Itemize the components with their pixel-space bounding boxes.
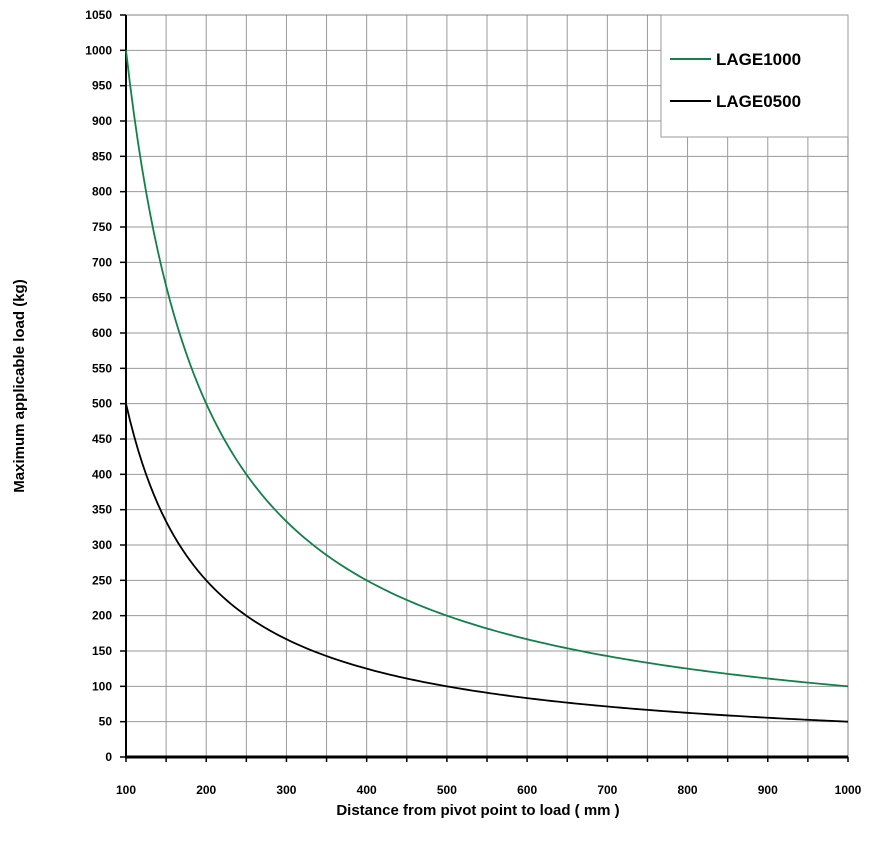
axes xyxy=(120,14,849,762)
x-tick-label: 200 xyxy=(196,783,216,797)
y-tick-label: 350 xyxy=(92,503,112,517)
y-tick-label: 650 xyxy=(92,291,112,305)
x-tick-label: 300 xyxy=(276,783,296,797)
legend-label: LAGE1000 xyxy=(716,50,801,69)
y-tick-label: 400 xyxy=(92,467,112,481)
y-tick-label: 50 xyxy=(99,715,113,729)
y-tick-label: 200 xyxy=(92,609,112,623)
y-axis-title: Maximum applicable load (kg) xyxy=(11,279,28,492)
y-tick-label: 300 xyxy=(92,538,112,552)
y-tick-label: 850 xyxy=(92,149,112,163)
y-tick-label: 800 xyxy=(92,185,112,199)
y-tick-labels: 0 50 100 150 200 250 300 350 400 450 500 550 600 650 7… xyxy=(85,8,112,764)
x-tick-label: 800 xyxy=(678,783,698,797)
x-tick-label: 600 xyxy=(517,783,537,797)
series-lines xyxy=(125,50,849,723)
x-tick-label: 1000 xyxy=(835,783,862,797)
x-tick-labels: 100 200 300 400 500 600 700 800 900 1000 xyxy=(116,783,862,797)
y-tick-label: 550 xyxy=(92,361,112,375)
y-tick-label: 1050 xyxy=(85,8,112,22)
x-axis-title: Distance from pivot point to load ( mm ) xyxy=(336,802,619,819)
x-tick-label: 700 xyxy=(597,783,617,797)
legend: LAGE1000 LAGE0500 xyxy=(660,14,849,138)
x-tick-label: 900 xyxy=(758,783,778,797)
x-tick-label: 100 xyxy=(116,783,136,797)
y-tick-label: 150 xyxy=(92,644,112,658)
y-tick-label: 100 xyxy=(92,679,112,693)
legend-box xyxy=(660,14,849,138)
y-tick-label: 750 xyxy=(92,220,112,234)
x-tick-label: 400 xyxy=(357,783,377,797)
y-tick-label: 700 xyxy=(92,255,112,269)
y-tick-label: 600 xyxy=(92,326,112,340)
y-tick-label: 950 xyxy=(92,79,112,93)
y-tick-label: 450 xyxy=(92,432,112,446)
x-tick-label: 500 xyxy=(437,783,457,797)
y-tick-label: 250 xyxy=(92,573,112,587)
series-line-lage0500 xyxy=(125,403,849,723)
series-line-lage1000 xyxy=(125,50,849,688)
y-tick-label: 0 xyxy=(105,750,112,764)
y-tick-label: 900 xyxy=(92,114,112,128)
legend-label: LAGE0500 xyxy=(716,92,801,111)
y-tick-label: 1000 xyxy=(85,43,112,57)
y-tick-label: 500 xyxy=(92,397,112,411)
